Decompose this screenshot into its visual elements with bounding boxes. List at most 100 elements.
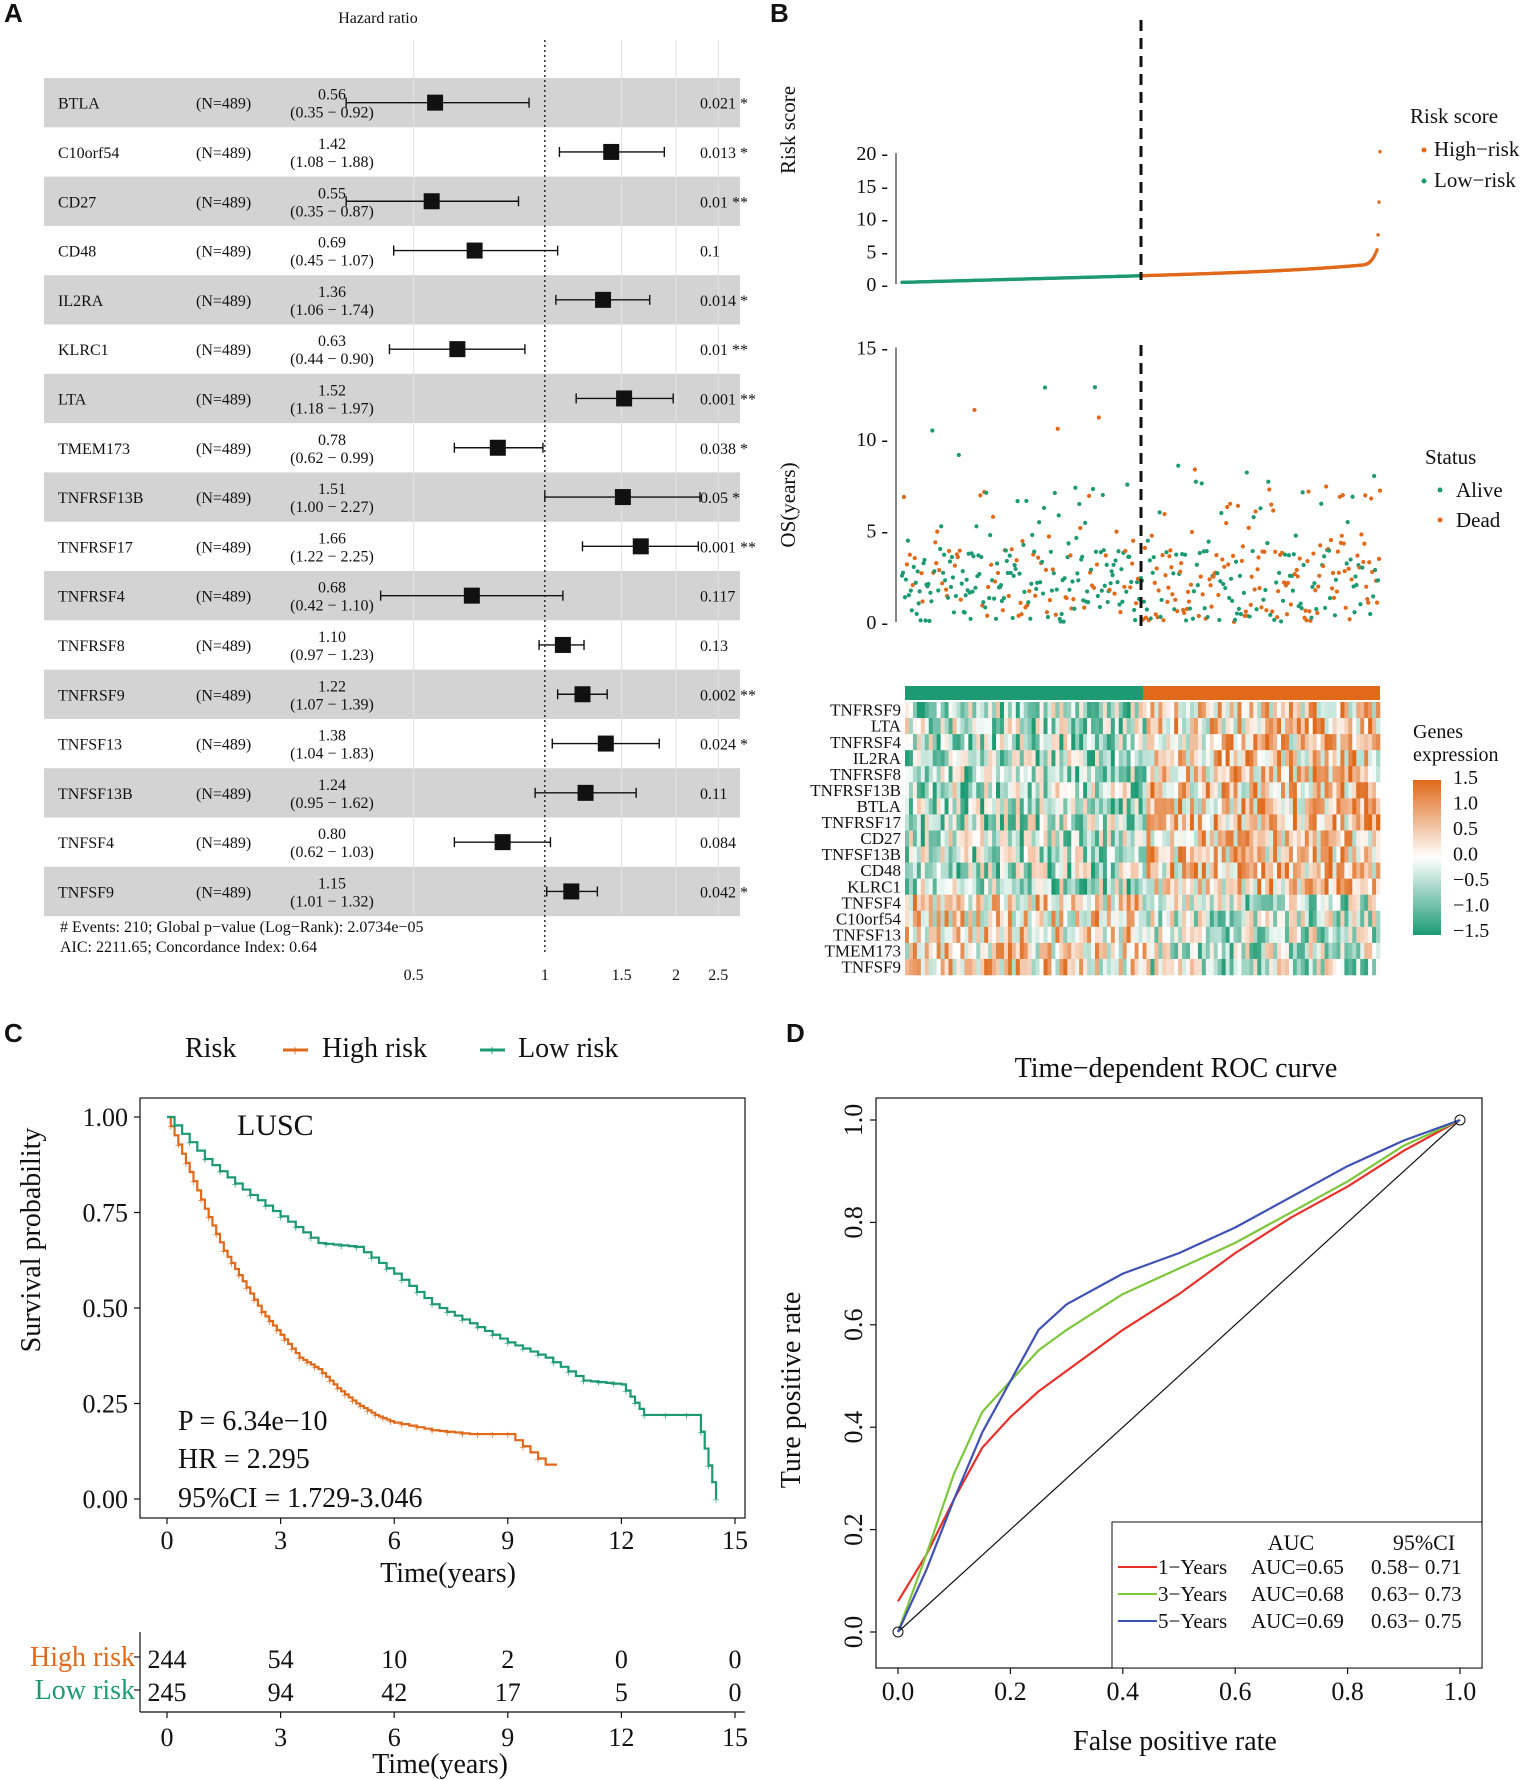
heat-cell — [1015, 958, 1021, 976]
os-point — [1300, 490, 1305, 495]
os-point — [1246, 525, 1251, 531]
heat-cell — [1320, 846, 1325, 863]
heat-cell — [1344, 958, 1349, 976]
os-point — [1074, 535, 1079, 541]
heat-cell — [908, 718, 914, 735]
heat-cell — [1134, 926, 1139, 944]
heat-cell — [920, 782, 926, 799]
heat-cell — [1288, 926, 1294, 944]
status-legend-alive-key — [1437, 487, 1443, 493]
heat-cell — [1174, 766, 1179, 783]
heat-cell — [908, 958, 914, 976]
heat-cell — [1269, 814, 1274, 831]
km-censor-mark: + — [398, 1417, 405, 1432]
heat-cell — [1201, 830, 1207, 847]
heat-cell — [1376, 878, 1381, 896]
km-xtick-label: 6 — [388, 1526, 401, 1555]
heat-cell — [1356, 910, 1361, 928]
os-point — [1364, 584, 1369, 589]
forest-footer-aic: AIC: 2211.65; Concordance Index: 0.64 — [60, 939, 317, 956]
os-point — [927, 618, 932, 624]
heat-cell — [1352, 942, 1357, 960]
heat-cell — [1106, 862, 1112, 879]
os-point — [1076, 578, 1081, 583]
heat-cell — [928, 718, 934, 735]
heat-cell — [1134, 894, 1139, 912]
heat-cell — [1320, 798, 1325, 815]
heat-cell — [920, 750, 926, 767]
heat-cell — [1138, 718, 1143, 735]
heat-cell — [1348, 702, 1353, 719]
heat-cell — [1193, 830, 1199, 847]
heat-cell — [928, 782, 934, 799]
heat-cell — [1130, 766, 1135, 783]
heat-cell — [1091, 862, 1096, 879]
heat-cell — [1039, 846, 1044, 863]
heat-cell — [1118, 814, 1124, 831]
heat-cell — [1190, 830, 1195, 847]
heat-cell — [1233, 942, 1238, 960]
forest-gene-label: TMEM173 — [58, 441, 130, 458]
heat-cell — [1209, 878, 1215, 896]
forest-estimate-square — [603, 143, 620, 160]
heat-cell — [1340, 782, 1345, 799]
heat-cell — [1110, 878, 1116, 896]
forest-row: TMEM173 (N=489)0.78(0.62 − 0.99)0.038 * — [58, 432, 748, 467]
heat-cell — [1106, 734, 1112, 751]
heat-cell — [1011, 718, 1017, 735]
heat-cell — [1039, 798, 1044, 815]
heat-cell — [1368, 910, 1373, 928]
heat-cell — [924, 878, 930, 896]
heat-cell — [1288, 798, 1294, 815]
heat-cell — [1174, 926, 1179, 944]
os-point — [1061, 619, 1066, 624]
heat-cell — [912, 702, 918, 719]
forest-estimate-square — [574, 686, 591, 703]
heat-cell — [1166, 942, 1171, 960]
heat-cell — [912, 910, 918, 928]
heat-cell — [1225, 846, 1230, 863]
heat-cell — [1162, 718, 1167, 735]
heat-cell — [932, 814, 937, 831]
km-censor-mark: + — [171, 1118, 178, 1133]
os-point — [1314, 607, 1319, 612]
heat-cell — [1205, 894, 1211, 912]
heat-cell — [1015, 878, 1021, 896]
heat-cell — [1288, 910, 1294, 928]
km-censor-mark: + — [353, 1240, 360, 1255]
heat-cell — [1178, 910, 1183, 928]
heat-cell — [1217, 942, 1222, 960]
heat-cell — [1027, 766, 1032, 783]
heat-cell — [948, 782, 953, 799]
heat-cell — [1106, 926, 1112, 944]
heat-cell — [988, 878, 993, 896]
os-point — [1369, 496, 1374, 501]
forest-ci-label: (0.42 − 1.10) — [290, 598, 374, 615]
heat-cell — [1193, 734, 1199, 751]
heat-cell — [905, 846, 910, 863]
heat-cell — [1083, 942, 1088, 960]
os-point — [1066, 541, 1071, 546]
status-legend-title: Status — [1425, 445, 1476, 469]
heat-cell — [960, 894, 965, 912]
roc-curve — [896, 1118, 1461, 1633]
heat-gene-label: IL2RA — [853, 749, 902, 768]
heat-cell — [1190, 702, 1195, 719]
heat-cell — [1134, 734, 1139, 751]
heat-cell — [1071, 702, 1076, 719]
os-point — [1166, 585, 1171, 590]
heat-cell — [984, 734, 989, 751]
risk-table-low-count: 5 — [615, 1678, 628, 1707]
km-censor-mark: + — [534, 1348, 541, 1363]
heat-cell — [1193, 766, 1199, 783]
forest-row: TNFRSF9 (N=489)1.22(1.07 − 1.39)0.002 ** — [58, 678, 756, 713]
heat-cell — [936, 894, 941, 912]
heat-cell — [1356, 702, 1361, 719]
os-point — [1250, 548, 1255, 554]
heat-cell — [968, 750, 973, 767]
heat-cell — [952, 958, 957, 976]
heat-cell — [1059, 958, 1064, 976]
heat-cell — [1348, 718, 1353, 735]
heat-cell — [1138, 702, 1143, 719]
os-point — [1217, 617, 1222, 623]
